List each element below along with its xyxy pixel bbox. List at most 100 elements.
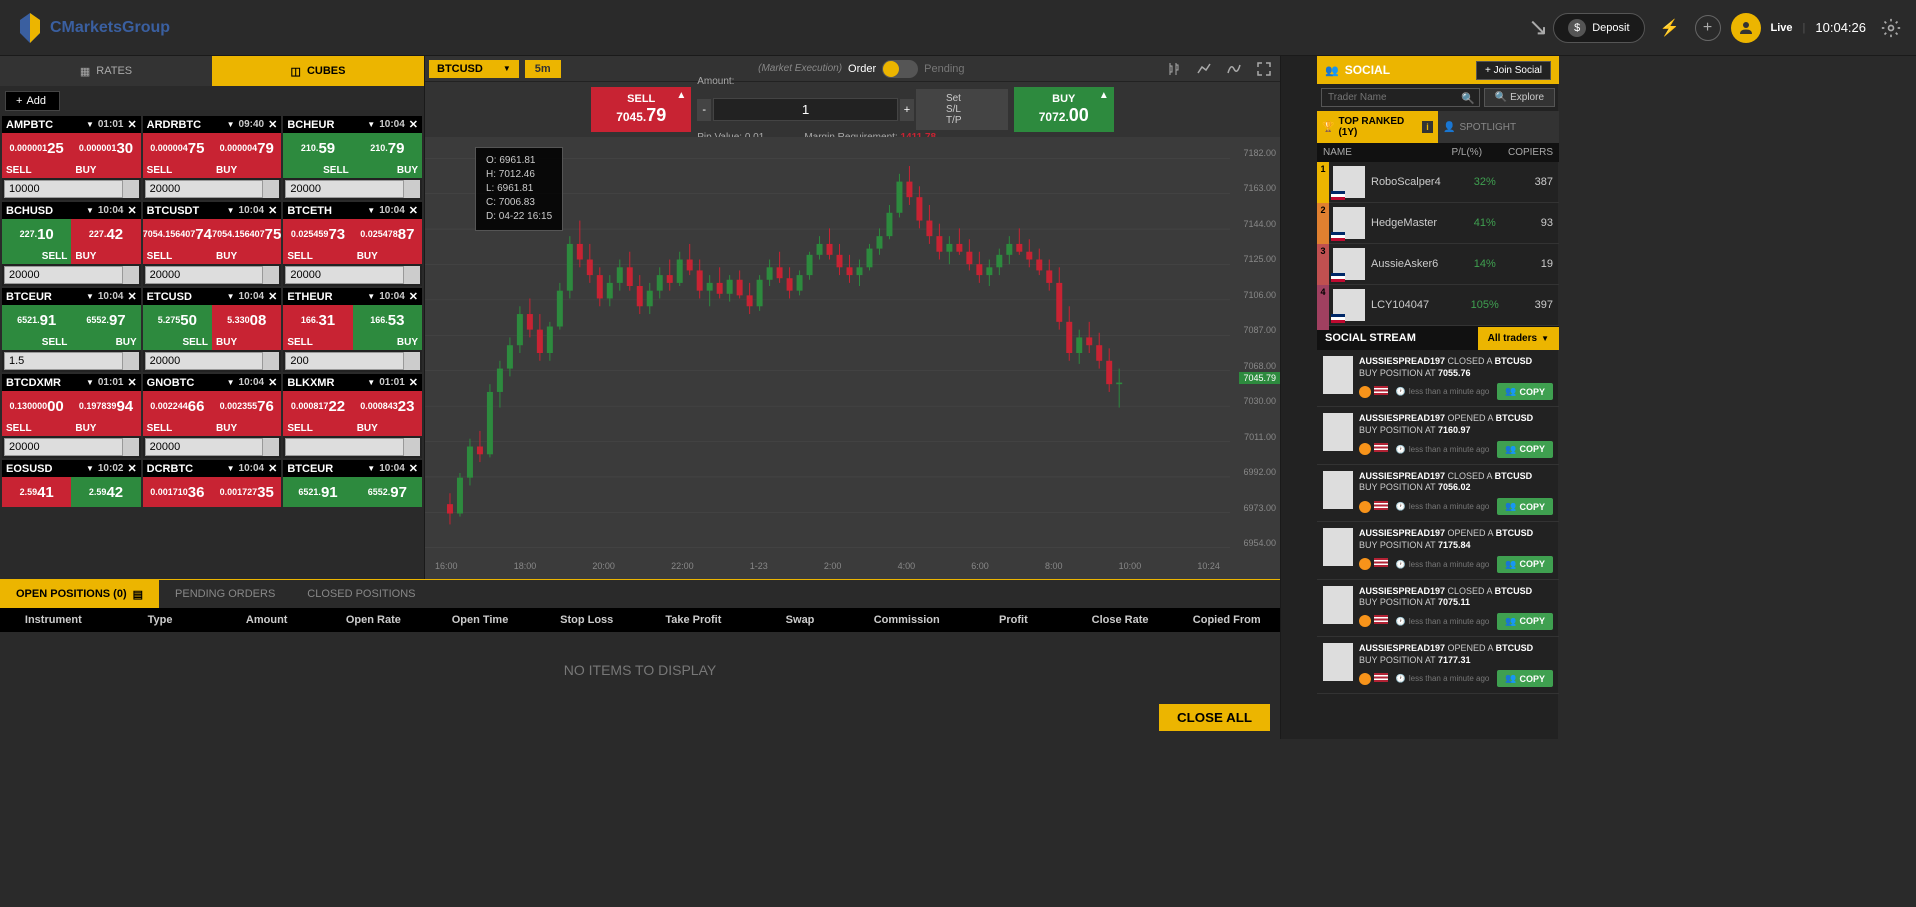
chart-area[interactable]: O: 6961.81 H: 7012.46 L: 6961.81 C: 7006… — [425, 137, 1280, 579]
cube-amount-input[interactable] — [285, 438, 404, 456]
cube-header[interactable]: BTCEUR ▼ 10:04 ✕ — [283, 460, 422, 477]
cube-sell-price[interactable]: 0.00224466 — [143, 391, 212, 421]
add-button[interactable]: + Add — [5, 91, 60, 111]
cube-header[interactable]: BTCDXMR ▼ 01:01 ✕ — [2, 374, 141, 391]
join-social-button[interactable]: + Join Social — [1476, 61, 1551, 80]
cube-header[interactable]: ETCUSD ▼ 10:04 ✕ — [143, 288, 282, 305]
close-icon[interactable]: ✕ — [127, 118, 136, 131]
spinner-buttons[interactable] — [404, 438, 420, 456]
close-icon[interactable]: ✕ — [268, 376, 277, 389]
gear-icon[interactable] — [1876, 13, 1906, 43]
spinner-buttons[interactable] — [123, 180, 139, 198]
amount-input[interactable] — [713, 98, 898, 121]
explore-button[interactable]: 🔍 Explore — [1484, 88, 1555, 107]
cube-header[interactable]: AMPBTC ▼ 01:01 ✕ — [2, 116, 141, 133]
trader-row[interactable]: 2 HedgeMaster 41% 93 — [1317, 203, 1559, 244]
copy-button[interactable]: 👥COPY — [1497, 383, 1553, 400]
cube-sell-price[interactable]: 0.00081722 — [283, 391, 352, 421]
spotlight-tab[interactable]: 👤 SPOTLIGHT — [1438, 111, 1559, 143]
lightning-icon[interactable]: ⚡ — [1655, 13, 1685, 43]
order-pending-switch[interactable] — [882, 60, 918, 78]
spinner-buttons[interactable] — [404, 266, 420, 284]
copy-button[interactable]: 👥COPY — [1497, 670, 1553, 687]
cube-buy-price[interactable]: 0.19783994 — [71, 391, 140, 421]
stream-filter-dropdown[interactable]: All traders ▼ — [1478, 327, 1559, 350]
avatar-icon[interactable] — [1731, 13, 1761, 43]
cube-amount-input[interactable] — [145, 352, 264, 370]
close-icon[interactable]: ✕ — [268, 118, 277, 131]
copy-button[interactable]: 👥COPY — [1497, 498, 1553, 515]
cube-amount-input[interactable] — [285, 266, 404, 284]
close-icon[interactable]: ✕ — [268, 290, 277, 303]
cube-sell-price[interactable]: 6521.91 — [283, 477, 352, 507]
cube-header[interactable]: DCRBTC ▼ 10:04 ✕ — [143, 460, 282, 477]
cube-header[interactable]: BTCUSDT ▼ 10:04 ✕ — [143, 202, 282, 219]
cube-amount-input[interactable] — [4, 180, 123, 198]
copy-button[interactable]: 👥COPY — [1497, 613, 1553, 630]
cube-header[interactable]: GNOBTC ▼ 10:04 ✕ — [143, 374, 282, 391]
close-all-button[interactable]: CLOSE ALL — [1159, 704, 1270, 731]
cube-buy-price[interactable]: 6552.97 — [71, 305, 140, 335]
spinner-buttons[interactable] — [263, 180, 279, 198]
cube-amount-input[interactable] — [285, 180, 404, 198]
close-icon[interactable]: ✕ — [409, 204, 418, 217]
pending-orders-tab[interactable]: PENDING ORDERS — [159, 580, 291, 608]
cube-amount-input[interactable] — [4, 352, 123, 370]
close-icon[interactable]: ✕ — [127, 204, 136, 217]
trader-row[interactable]: 1 RoboScalper4 32% 387 — [1317, 162, 1559, 203]
cube-buy-price[interactable]: 166.53 — [353, 305, 422, 335]
cube-buy-price[interactable]: 0.02547887 — [353, 219, 422, 249]
cube-buy-price[interactable]: 0.00000130 — [71, 133, 140, 163]
copy-button[interactable]: 👥COPY — [1497, 441, 1553, 458]
cube-buy-price[interactable]: 0.00000479 — [212, 133, 281, 163]
cube-header[interactable]: BCHUSD ▼ 10:04 ✕ — [2, 202, 141, 219]
cube-header[interactable]: ARDRBTC ▼ 09:40 ✕ — [143, 116, 282, 133]
cube-buy-price[interactable]: 6552.97 — [353, 477, 422, 507]
spinner-buttons[interactable] — [263, 438, 279, 456]
cube-sell-price[interactable]: 2.5941 — [2, 477, 71, 507]
cube-buy-price[interactable]: 5.33008 — [212, 305, 281, 335]
add-circle-icon[interactable]: + — [1695, 15, 1721, 41]
amount-minus-button[interactable]: - — [697, 99, 711, 121]
trader-row[interactable]: 4 LCY104047 105% 397 — [1317, 285, 1559, 326]
close-icon[interactable]: ✕ — [409, 462, 418, 475]
cube-buy-price[interactable]: 0.00084323 — [353, 391, 422, 421]
cube-header[interactable]: EOSUSD ▼ 10:02 ✕ — [2, 460, 141, 477]
cube-amount-input[interactable] — [4, 266, 123, 284]
cube-amount-input[interactable] — [145, 266, 264, 284]
close-icon[interactable]: ✕ — [127, 376, 136, 389]
cube-amount-input[interactable] — [4, 438, 123, 456]
cube-sell-price[interactable]: 0.13000000 — [2, 391, 71, 421]
search-icon[interactable]: 🔍 — [1461, 92, 1475, 105]
cube-header[interactable]: BLKXMR ▼ 01:01 ✕ — [283, 374, 422, 391]
amount-plus-button[interactable]: + — [900, 99, 914, 121]
cube-amount-input[interactable] — [285, 352, 404, 370]
cube-sell-price[interactable]: 7054.15640774 — [143, 219, 212, 249]
symbol-dropdown[interactable]: BTCUSD ▼ — [429, 60, 519, 78]
cubes-tab[interactable]: ◫ CUBES — [212, 56, 424, 86]
spinner-buttons[interactable] — [123, 438, 139, 456]
cube-buy-price[interactable]: 0.00235576 — [212, 391, 281, 421]
close-icon[interactable]: ✕ — [409, 118, 418, 131]
spinner-buttons[interactable] — [263, 266, 279, 284]
cube-buy-price[interactable]: 227.42 — [71, 219, 140, 249]
cube-sell-price[interactable]: 227.10 — [2, 219, 71, 249]
close-icon[interactable]: ✕ — [268, 204, 277, 217]
candlestick-icon[interactable] — [1162, 57, 1186, 81]
closed-positions-tab[interactable]: CLOSED POSITIONS — [291, 580, 431, 608]
close-icon[interactable]: ✕ — [127, 290, 136, 303]
cube-buy-price[interactable]: 7054.15640775 — [212, 219, 281, 249]
sltp-button[interactable]: Set S/L T/P — [916, 89, 1008, 130]
cube-buy-price[interactable]: 2.5942 — [71, 477, 140, 507]
curve-icon[interactable] — [1222, 57, 1246, 81]
cube-amount-input[interactable] — [145, 180, 264, 198]
spinner-buttons[interactable] — [404, 352, 420, 370]
cube-header[interactable]: BTCEUR ▼ 10:04 ✕ — [2, 288, 141, 305]
spinner-buttons[interactable] — [123, 352, 139, 370]
trader-search-input[interactable] — [1321, 88, 1480, 107]
cube-sell-price[interactable]: 0.00000475 — [143, 133, 212, 163]
spinner-buttons[interactable] — [263, 352, 279, 370]
close-icon[interactable]: ✕ — [268, 462, 277, 475]
trader-row[interactable]: 3 AussieAsker6 14% 19 — [1317, 244, 1559, 285]
cube-sell-price[interactable]: 5.27550 — [143, 305, 212, 335]
